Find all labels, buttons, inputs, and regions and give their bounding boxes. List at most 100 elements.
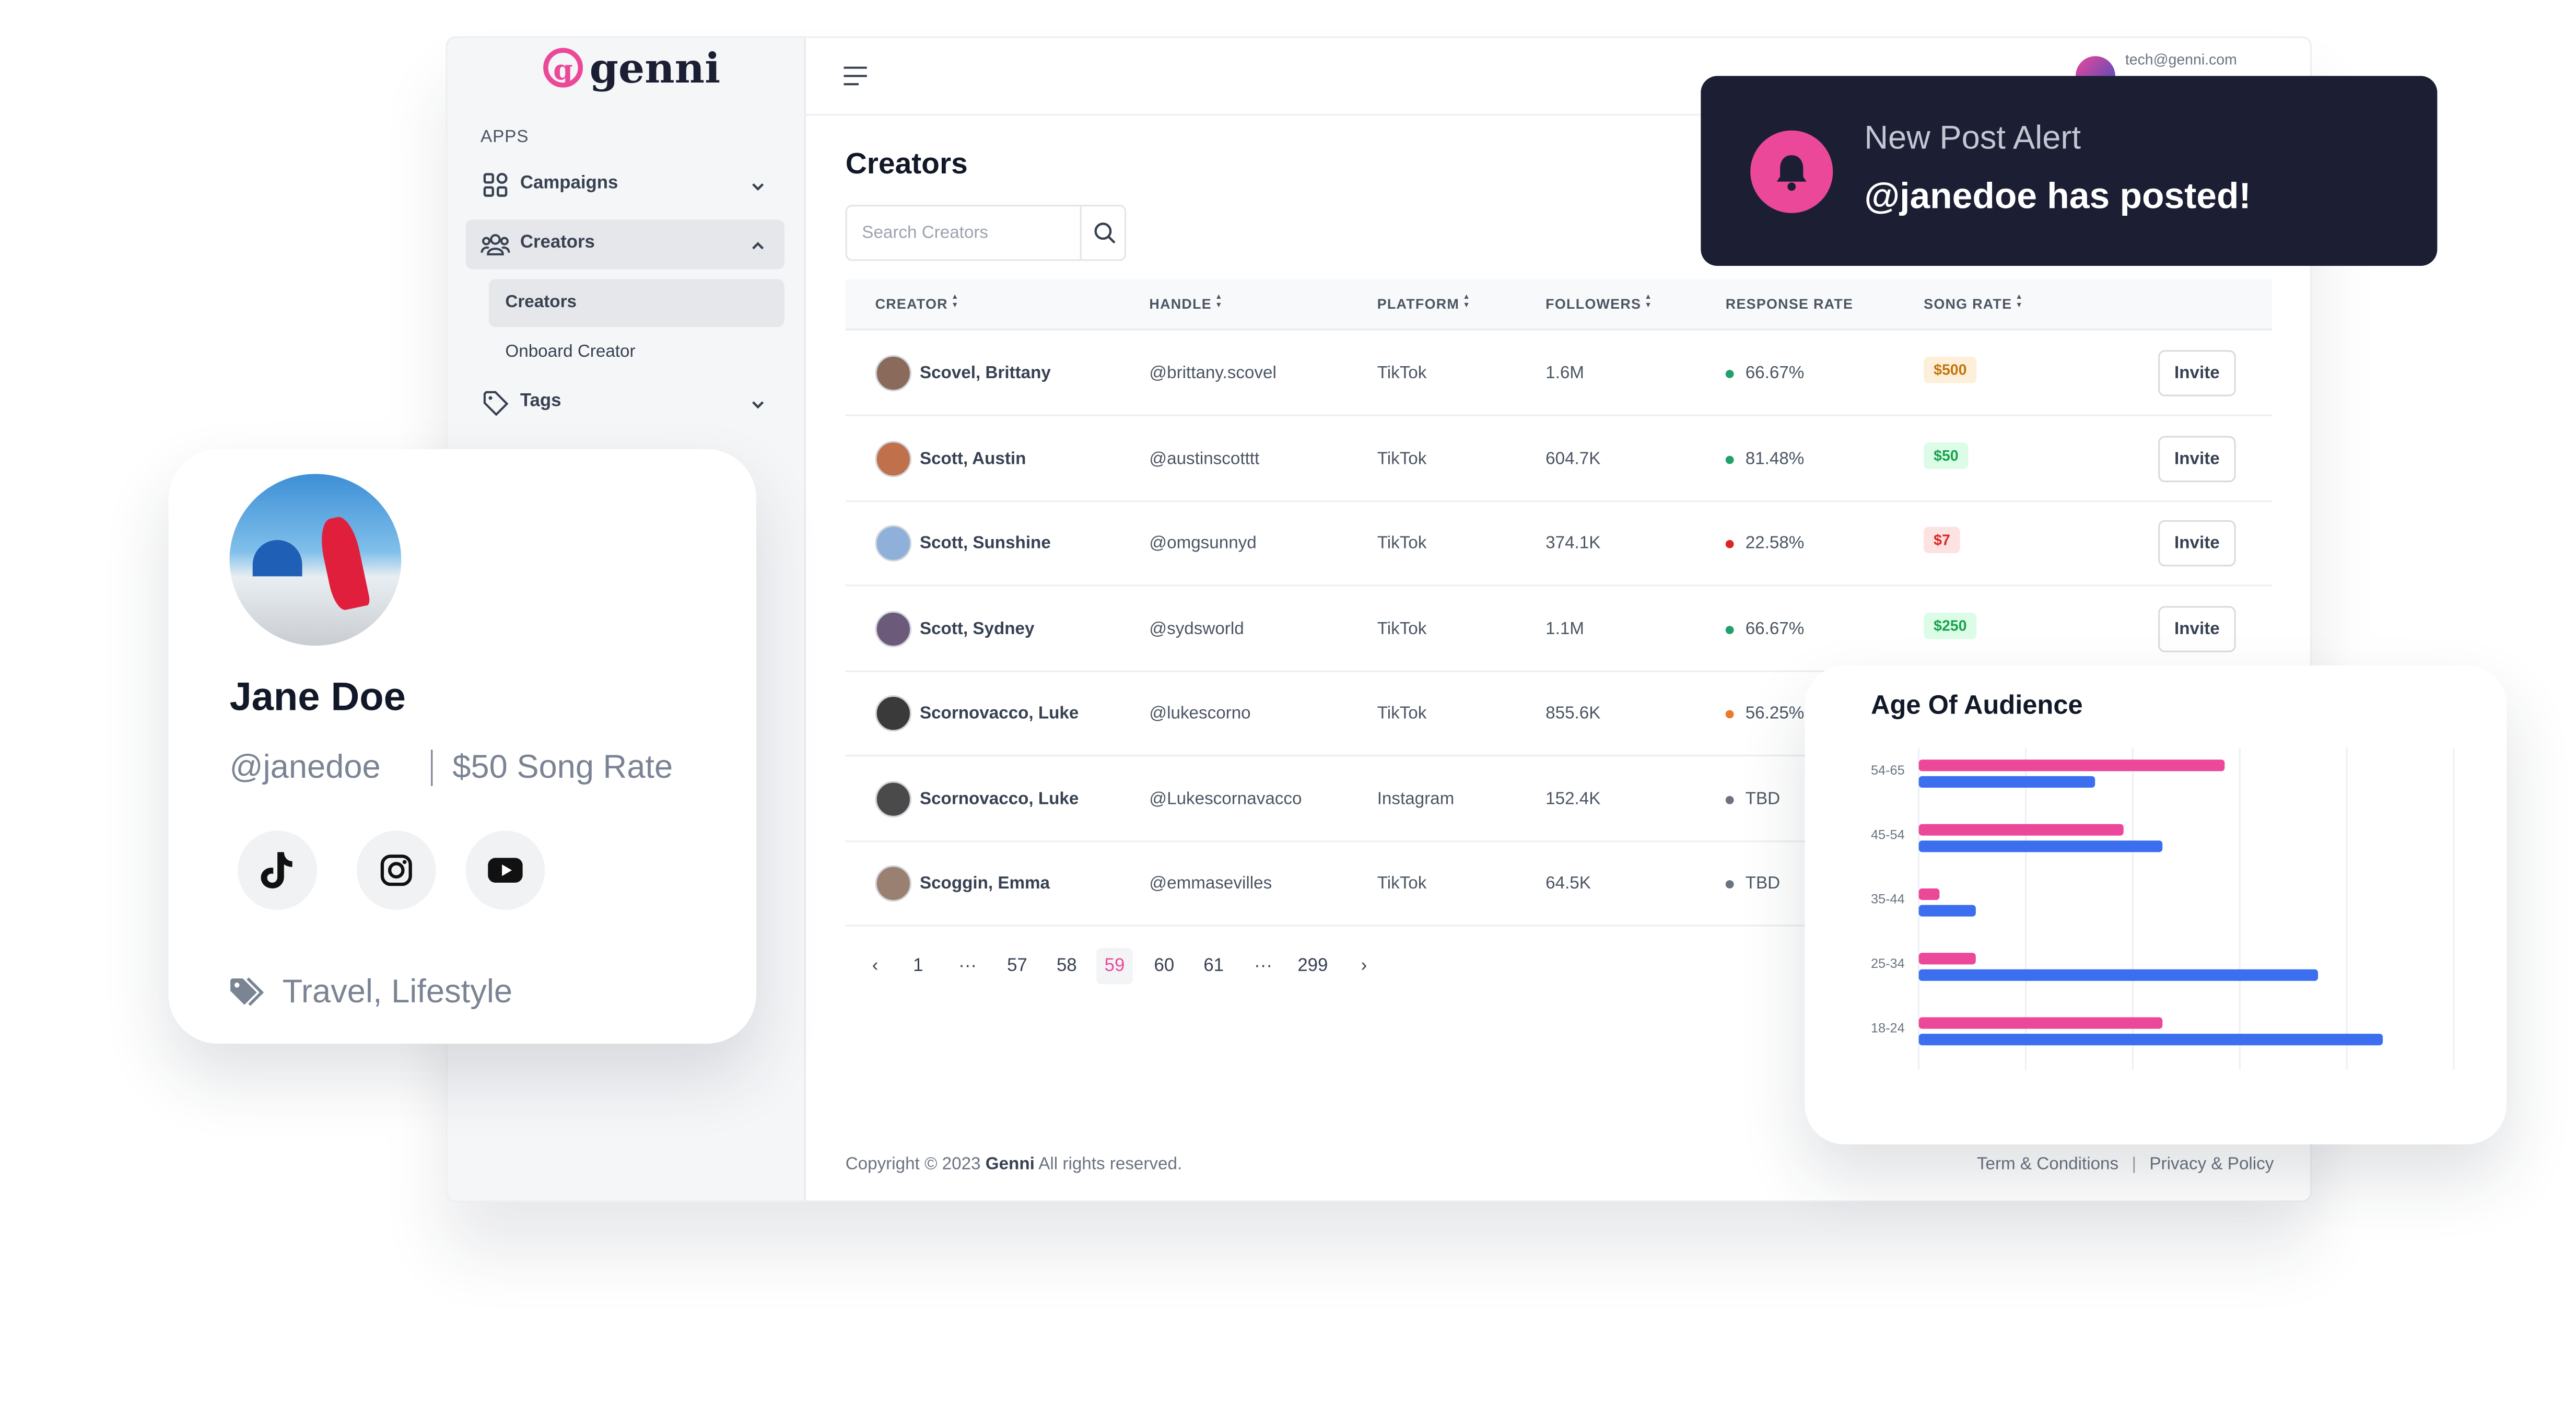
footer-links: Term & Conditions | Privacy & Policy <box>1976 1154 2274 1174</box>
status-dot <box>1725 880 1734 888</box>
followers: 604.7K <box>1545 448 1601 469</box>
sort-icon: ▲ ▼ <box>1462 292 1470 309</box>
platform: TikTok <box>1377 873 1427 894</box>
logo[interactable]: g genni <box>543 44 720 92</box>
profile-tags: Travel, Lifestyle <box>282 974 513 1011</box>
followers: 1.6M <box>1545 363 1584 383</box>
sub-nav-item[interactable]: Onboard Creator <box>489 329 784 377</box>
page-link[interactable]: 57 <box>1007 956 1027 976</box>
footer-link[interactable]: Privacy & Policy <box>2149 1154 2274 1174</box>
page-link[interactable]: 61 <box>1203 956 1224 976</box>
bar <box>1918 840 2163 852</box>
column-header: CREATOR <box>875 295 948 312</box>
page-link[interactable]: 1 <box>913 956 923 976</box>
chart: Age Of Audience 54-65 45-54 35-44 25-34 18-2… <box>1871 689 2455 1070</box>
tiktok-button[interactable] <box>238 831 318 910</box>
chart-card: Age Of Audience 54-65 45-54 35-44 25-34 18-2… <box>1805 665 2507 1144</box>
invite-button[interactable]: Invite <box>2158 520 2236 567</box>
bar <box>1918 905 1976 917</box>
y-tick-label: 25-34 <box>1871 956 1905 971</box>
y-tick-label: 54-65 <box>1871 763 1905 778</box>
instagram-button[interactable] <box>356 831 436 910</box>
profile-song-rate: $50 Song Rate <box>452 750 673 786</box>
bar <box>1918 824 2124 836</box>
profile-name: Jane Doe <box>229 675 406 720</box>
chevron <box>752 242 764 250</box>
nav-item[interactable]: Tags <box>466 378 784 428</box>
chevron <box>752 401 764 409</box>
bar <box>1918 953 1976 965</box>
table-row: Scovel, Brittany @brittany.scovel TikTok 1.… <box>845 330 2273 416</box>
invite-button[interactable]: Invite <box>2158 435 2236 482</box>
followers: 374.1K <box>1545 533 1601 554</box>
table-row: Scott, Sydney @sydsworld TikTok 1.1M 66.67% $… <box>845 586 2273 672</box>
profile-handle: @janedoe <box>229 750 381 786</box>
chart-title: Age Of Audience <box>1871 689 2083 719</box>
profile-card: Jane Doe @janedoe $50 Song Rate Travel, … <box>168 449 756 1044</box>
tags-icon <box>230 977 264 1006</box>
followers: 855.6K <box>1545 703 1601 723</box>
platform: Instagram <box>1377 788 1455 809</box>
page-link[interactable]: 299 <box>1297 956 1328 976</box>
chevron <box>752 183 764 191</box>
column-header: FOLLOWERS <box>1545 295 1642 312</box>
page-current[interactable]: 59 <box>1096 948 1133 985</box>
platform: TikTok <box>1377 703 1427 723</box>
page-link[interactable]: ‹ <box>872 956 879 976</box>
creator-avatar <box>875 355 912 392</box>
page-link[interactable]: › <box>1361 956 1367 976</box>
column-header: HANDLE <box>1149 295 1212 312</box>
brand: Genni <box>985 1154 1035 1174</box>
page-link[interactable]: 60 <box>1154 956 1175 976</box>
sub-nav-label: Onboard Creator <box>505 342 636 362</box>
status-dot <box>1725 540 1734 548</box>
sort-icon: ▲ ▼ <box>1215 292 1223 309</box>
table-row: Scornovacco, Luke @lukescorno TikTok 855.6K… <box>845 671 2273 756</box>
bar <box>1918 1034 2383 1046</box>
handle: @omgsunnyd <box>1149 533 1257 554</box>
sub-nav-item-active[interactable]: Creators <box>488 279 784 327</box>
page-title: Creators <box>845 147 968 180</box>
search-button[interactable] <box>1080 206 1127 260</box>
creator-avatar <box>875 610 912 647</box>
column-header: PLATFORM <box>1377 295 1460 312</box>
response-rate: 22.58% <box>1745 533 1805 554</box>
creator-name: Scott, Austin <box>919 448 1026 469</box>
nav-item-active[interactable]: Creators <box>465 219 784 270</box>
creator-name: Scott, Sunshine <box>919 533 1051 554</box>
followers: 152.4K <box>1545 788 1601 809</box>
platform: TikTok <box>1377 618 1427 638</box>
bar <box>1918 776 2095 788</box>
invite-button[interactable]: Invite <box>2158 350 2236 396</box>
status-dot <box>1725 795 1734 804</box>
handle: @Lukescornavacco <box>1149 788 1302 809</box>
search-box[interactable]: Search Creators <box>845 205 1127 261</box>
divider <box>431 750 433 786</box>
response-rate: TBD <box>1745 873 1781 894</box>
youtube-button[interactable] <box>465 831 545 910</box>
icon <box>483 391 509 416</box>
page-link[interactable]: ··· <box>1254 956 1272 976</box>
sort-icon: ▲ ▼ <box>951 292 959 309</box>
status-dot <box>1725 454 1734 463</box>
table-row: Scott, Sunshine @omgsunnyd TikTok 374.1K 22.… <box>845 500 2273 587</box>
invite-button[interactable]: Invite <box>2158 605 2236 652</box>
song-rate: $7 <box>1924 527 1960 554</box>
creator-avatar <box>875 780 912 817</box>
platform: TikTok <box>1377 363 1427 383</box>
footer-link[interactable]: Term & Conditions <box>1976 1154 2119 1174</box>
response-rate: 81.48% <box>1745 448 1805 469</box>
nav-item[interactable]: Campaigns <box>466 160 784 210</box>
handle: @austinscotttt <box>1149 448 1260 469</box>
menu-button[interactable] <box>842 64 869 87</box>
status-dot <box>1725 370 1734 378</box>
search-placeholder: Search Creators <box>862 223 989 243</box>
song-rate: $500 <box>1924 356 1977 383</box>
nav-label: Tags <box>520 391 561 412</box>
page-link[interactable]: ··· <box>958 956 977 976</box>
user-email: tech@genni.com <box>2125 51 2237 68</box>
response-rate: 56.25% <box>1745 703 1805 723</box>
followers: 1.1M <box>1545 618 1584 638</box>
page-link[interactable]: 58 <box>1056 956 1077 976</box>
